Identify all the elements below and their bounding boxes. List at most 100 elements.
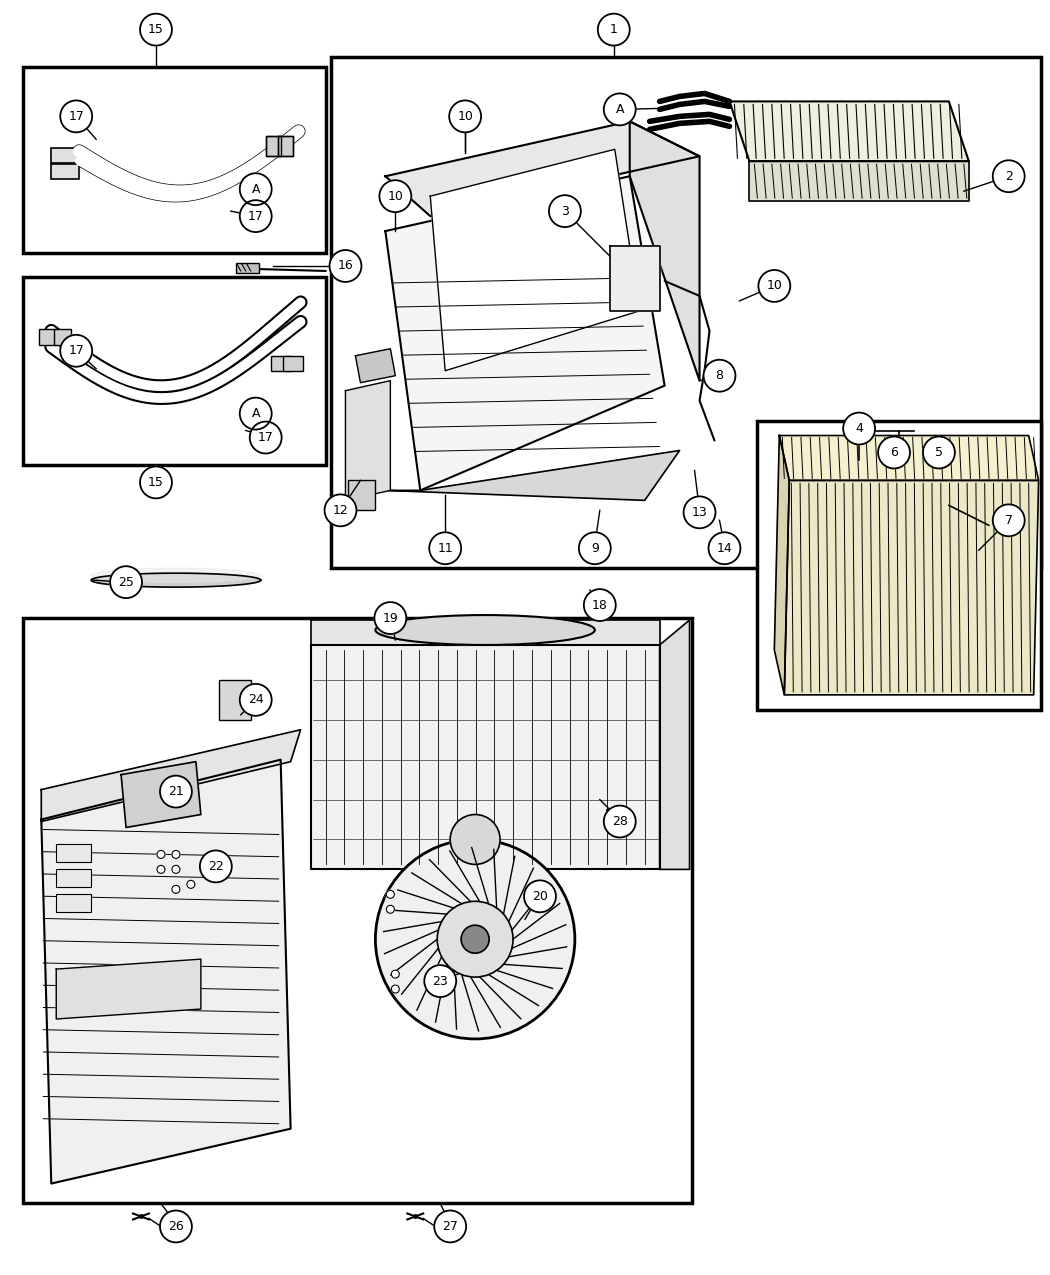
Circle shape bbox=[200, 850, 232, 882]
Circle shape bbox=[704, 360, 735, 391]
Circle shape bbox=[437, 901, 513, 977]
Circle shape bbox=[187, 880, 195, 889]
Text: 27: 27 bbox=[442, 1220, 458, 1233]
Text: 8: 8 bbox=[715, 370, 723, 382]
Bar bbox=[51, 148, 79, 163]
Text: 4: 4 bbox=[855, 422, 863, 435]
Polygon shape bbox=[91, 569, 260, 583]
Circle shape bbox=[424, 965, 456, 997]
Text: 13: 13 bbox=[692, 506, 708, 519]
Text: 26: 26 bbox=[168, 1220, 184, 1233]
Circle shape bbox=[140, 14, 172, 46]
Text: 10: 10 bbox=[387, 190, 403, 203]
Text: 23: 23 bbox=[433, 974, 448, 988]
Circle shape bbox=[250, 422, 281, 454]
Bar bbox=[236, 263, 258, 273]
Circle shape bbox=[604, 93, 635, 125]
Text: 24: 24 bbox=[248, 694, 264, 706]
Text: A: A bbox=[251, 407, 260, 419]
Circle shape bbox=[172, 885, 180, 894]
Text: 10: 10 bbox=[766, 279, 782, 292]
Bar bbox=[23, 66, 326, 252]
Bar bbox=[266, 136, 280, 157]
Text: 18: 18 bbox=[592, 598, 608, 612]
Text: 14: 14 bbox=[716, 542, 732, 555]
Polygon shape bbox=[385, 121, 699, 217]
Circle shape bbox=[992, 505, 1025, 537]
Circle shape bbox=[992, 161, 1025, 193]
Text: 7: 7 bbox=[1005, 514, 1012, 527]
Circle shape bbox=[429, 532, 461, 565]
Text: 10: 10 bbox=[457, 110, 474, 122]
Circle shape bbox=[435, 1210, 466, 1242]
Circle shape bbox=[140, 467, 172, 499]
Polygon shape bbox=[385, 176, 665, 491]
Circle shape bbox=[843, 413, 875, 445]
Circle shape bbox=[524, 880, 555, 913]
Text: 11: 11 bbox=[438, 542, 454, 555]
Text: 3: 3 bbox=[561, 204, 569, 218]
Circle shape bbox=[160, 775, 192, 807]
Circle shape bbox=[579, 532, 611, 565]
Bar bbox=[271, 356, 291, 371]
Text: 22: 22 bbox=[208, 859, 224, 873]
Polygon shape bbox=[41, 760, 291, 1183]
Polygon shape bbox=[784, 481, 1038, 695]
Circle shape bbox=[709, 532, 740, 565]
Bar bbox=[277, 136, 293, 157]
Circle shape bbox=[684, 496, 715, 528]
Polygon shape bbox=[774, 436, 790, 695]
Text: 21: 21 bbox=[168, 785, 184, 798]
Text: 17: 17 bbox=[68, 110, 84, 122]
Circle shape bbox=[392, 970, 399, 978]
Text: 17: 17 bbox=[257, 431, 274, 444]
Circle shape bbox=[450, 815, 500, 864]
Polygon shape bbox=[430, 149, 639, 371]
Text: 15: 15 bbox=[148, 476, 164, 488]
Circle shape bbox=[239, 683, 272, 715]
Text: A: A bbox=[615, 103, 624, 116]
Bar bbox=[57, 870, 91, 887]
Bar bbox=[277, 136, 293, 157]
Bar bbox=[218, 680, 251, 720]
Circle shape bbox=[158, 850, 165, 858]
Circle shape bbox=[158, 866, 165, 873]
Text: 5: 5 bbox=[934, 446, 943, 459]
Circle shape bbox=[878, 436, 910, 468]
Circle shape bbox=[330, 250, 361, 282]
Text: 15: 15 bbox=[148, 23, 164, 36]
Text: 19: 19 bbox=[382, 612, 398, 625]
Text: 6: 6 bbox=[890, 446, 898, 459]
Bar bbox=[57, 844, 91, 862]
Text: 20: 20 bbox=[532, 890, 548, 903]
Text: 2: 2 bbox=[1005, 170, 1012, 182]
Polygon shape bbox=[311, 645, 659, 870]
Circle shape bbox=[239, 398, 272, 430]
Circle shape bbox=[758, 270, 791, 302]
Text: 25: 25 bbox=[118, 575, 134, 589]
Circle shape bbox=[60, 101, 92, 133]
Text: 9: 9 bbox=[591, 542, 598, 555]
Text: 16: 16 bbox=[338, 260, 354, 273]
Bar bbox=[57, 894, 91, 913]
Circle shape bbox=[239, 200, 272, 232]
Circle shape bbox=[375, 602, 406, 634]
Circle shape bbox=[584, 589, 615, 621]
Circle shape bbox=[324, 495, 356, 527]
Bar bbox=[55, 329, 71, 344]
Polygon shape bbox=[659, 620, 690, 870]
Text: 17: 17 bbox=[248, 209, 264, 223]
Text: A: A bbox=[251, 182, 260, 195]
Bar bbox=[23, 618, 692, 1204]
Circle shape bbox=[549, 195, 581, 227]
Circle shape bbox=[60, 335, 92, 367]
Polygon shape bbox=[311, 620, 659, 645]
Polygon shape bbox=[57, 959, 201, 1019]
Circle shape bbox=[172, 850, 180, 858]
Circle shape bbox=[239, 173, 272, 205]
Polygon shape bbox=[41, 729, 300, 821]
Circle shape bbox=[461, 926, 489, 954]
Circle shape bbox=[376, 839, 574, 1039]
Circle shape bbox=[386, 905, 395, 913]
Circle shape bbox=[172, 866, 180, 873]
